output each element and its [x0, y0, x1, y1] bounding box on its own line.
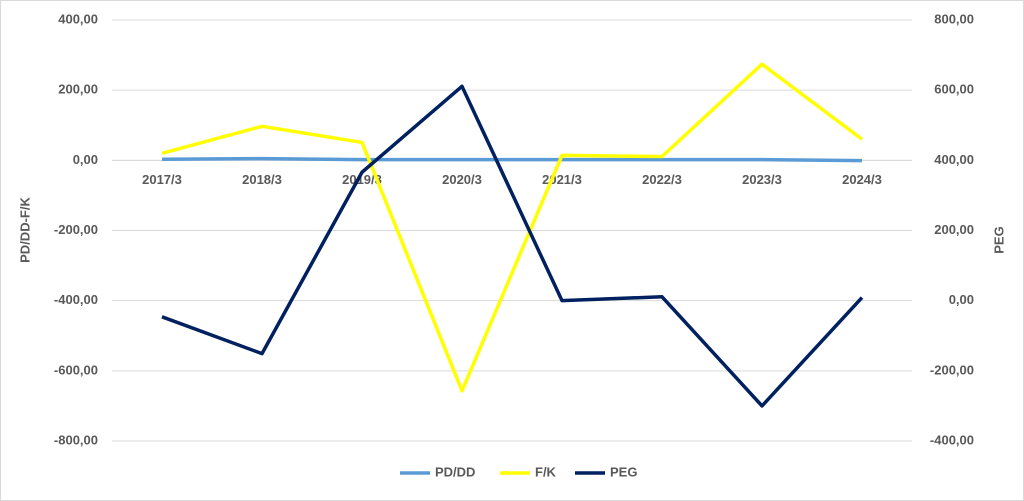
y2-tick-label: 200,00	[934, 222, 974, 237]
y2-tick-label: 0,00	[949, 292, 974, 307]
y-tick-label: -200,00	[54, 222, 98, 237]
y2-tick-label: 800,00	[934, 11, 974, 26]
x-tick-label: 2023/3	[742, 172, 782, 187]
y2-tick-label: 600,00	[934, 82, 974, 97]
legend-label: PEG	[610, 464, 637, 479]
x-tick-label: 2017/3	[142, 172, 182, 187]
legend-label: F/K	[535, 464, 557, 479]
y-tick-label: -600,00	[54, 362, 98, 377]
y2-axis-title: PEG	[991, 226, 1006, 253]
y-tick-label: -800,00	[54, 432, 98, 447]
y-tick-label: 0,00	[73, 152, 98, 167]
y-axis-title: PD/DD-F/K	[17, 197, 32, 263]
x-tick-label: 2018/3	[242, 172, 282, 187]
series-line	[161, 156, 863, 163]
series-line	[161, 84, 864, 408]
y2-tick-label: -200,00	[930, 362, 974, 377]
x-tick-label: 2019/3	[342, 172, 382, 187]
x-tick-label: 2024/3	[842, 172, 882, 187]
x-tick-label: 2020/3	[442, 172, 482, 187]
y-tick-label: 200,00	[58, 82, 98, 97]
y2-tick-label: 400,00	[934, 152, 974, 167]
x-tick-label: 2022/3	[642, 172, 682, 187]
series-line	[161, 62, 864, 393]
legend-label: PD/DD	[435, 464, 475, 479]
y-tick-label: 400,00	[58, 11, 98, 26]
y-tick-label: -400,00	[54, 292, 98, 307]
y2-tick-label: -400,00	[930, 432, 974, 447]
